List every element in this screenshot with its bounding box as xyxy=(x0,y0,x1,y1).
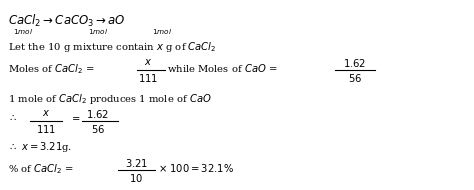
Text: $3.21$: $3.21$ xyxy=(125,157,147,169)
Text: Moles of $CaCl_2$ =: Moles of $CaCl_2$ = xyxy=(8,62,95,76)
Text: 1 mole of $CaCl_2$ produces 1 mole of $CaO$: 1 mole of $CaCl_2$ produces 1 mole of $C… xyxy=(8,92,212,106)
Text: $x$: $x$ xyxy=(144,57,152,67)
Text: $\therefore$: $\therefore$ xyxy=(8,113,18,122)
Text: $\mathit{1mol}$: $\mathit{1mol}$ xyxy=(152,27,172,36)
Text: $111$: $111$ xyxy=(138,72,158,84)
Text: $\therefore$ $x = 3.21$g.: $\therefore$ $x = 3.21$g. xyxy=(8,140,72,154)
Text: $1.62$: $1.62$ xyxy=(86,108,109,120)
Text: $=$: $=$ xyxy=(70,113,81,122)
Text: $56$: $56$ xyxy=(91,123,105,135)
Text: $56$: $56$ xyxy=(348,72,362,84)
Text: $111$: $111$ xyxy=(36,123,56,135)
Text: $CaCl_2 \rightarrow CaCO_3 \rightarrow aO$: $CaCl_2 \rightarrow CaCO_3 \rightarrow a… xyxy=(8,13,126,29)
Text: while Moles of $CaO$ =: while Moles of $CaO$ = xyxy=(167,62,278,74)
Text: $\mathit{1mol}$: $\mathit{1mol}$ xyxy=(13,27,33,36)
Text: Let the 10 g mixture contain $x$ g of $CaCl_2$: Let the 10 g mixture contain $x$ g of $C… xyxy=(8,40,217,54)
Text: $x$: $x$ xyxy=(42,108,50,118)
Text: $\times\ 100 = 32.1\%$: $\times\ 100 = 32.1\%$ xyxy=(158,162,234,174)
Text: $1.62$: $1.62$ xyxy=(343,57,366,69)
Text: $\mathit{1mol}$: $\mathit{1mol}$ xyxy=(88,27,108,36)
Text: $10$: $10$ xyxy=(129,172,143,184)
Text: % of $CaCl_2$ =: % of $CaCl_2$ = xyxy=(8,162,74,176)
